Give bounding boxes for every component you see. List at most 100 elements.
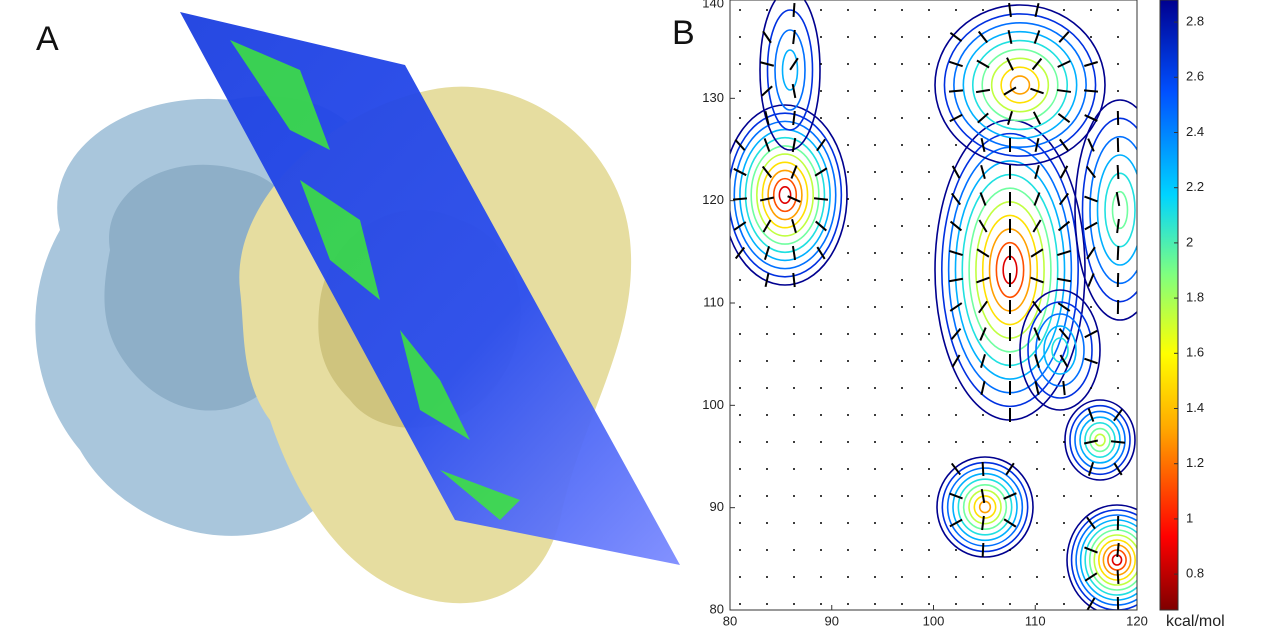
contour-line (1035, 313, 1085, 387)
contour-line (968, 187, 1052, 353)
grid-dot (874, 306, 876, 308)
grid-dot (739, 9, 741, 11)
gradient-arrow (949, 32, 963, 42)
gradient-arrow (732, 197, 748, 201)
grid-dot (955, 576, 957, 578)
grid-dot (928, 414, 930, 416)
contour-line (767, 169, 803, 221)
grid-dot (901, 90, 903, 92)
gradient-arrow (1006, 57, 1014, 71)
colorbar-tick-label: 1.8 (1186, 290, 1204, 305)
grid-dot (874, 225, 876, 227)
grid-dot (874, 198, 876, 200)
grid-dot (847, 225, 849, 227)
gradient-arrow (1086, 597, 1096, 610)
gradient-arrow (1031, 57, 1043, 71)
grid-dot (847, 387, 849, 389)
contour-line (759, 0, 821, 151)
gradient-arrow (1034, 354, 1040, 368)
grid-dot (847, 414, 849, 416)
contour-line (1019, 289, 1101, 411)
contour-line (1094, 433, 1106, 447)
gradient-arrow (816, 138, 826, 152)
grid-dot (820, 279, 822, 281)
gradient-arrow (1003, 492, 1017, 500)
gradient-arrow (791, 137, 797, 153)
gradient-arrow (975, 88, 991, 94)
grid-dot (739, 63, 741, 65)
grid-dot (1009, 576, 1011, 578)
gradient-arrow (1086, 246, 1096, 260)
contour-line (978, 500, 992, 514)
grid-dot (928, 36, 930, 38)
grid-dot (1063, 414, 1065, 416)
gradient-arrow (979, 192, 987, 206)
grid-dot (766, 9, 768, 11)
grid-dot (766, 306, 768, 308)
gradient-arrow (1087, 462, 1095, 476)
gradient-arrow (1058, 192, 1070, 206)
gradient-arrow (813, 197, 829, 201)
grid-dot (1090, 9, 1092, 11)
grid-dot (874, 576, 876, 578)
contour-line (1111, 190, 1129, 230)
gradient-arrow (1058, 31, 1070, 43)
gradient-arrow (791, 245, 797, 261)
gradient-arrow (949, 518, 963, 528)
colorbar-tick-label: 1.4 (1186, 400, 1204, 415)
grid-dot (820, 576, 822, 578)
grid-dot (739, 387, 741, 389)
contour-line (1093, 534, 1137, 586)
contour-line (1089, 427, 1111, 453)
grid-dot (901, 441, 903, 443)
contour-line (766, 9, 814, 131)
grid-dot (739, 117, 741, 119)
gradient-arrow (1085, 165, 1097, 179)
grid-dot (928, 576, 930, 578)
grid-dot (847, 441, 849, 443)
grid-dot (793, 333, 795, 335)
grid-dot (820, 414, 822, 416)
grid-dot (739, 441, 741, 443)
grid-dot (874, 117, 876, 119)
contour-line (1079, 416, 1121, 464)
gradient-arrow (980, 380, 986, 396)
grid-dot (928, 225, 930, 227)
grid-dot (901, 603, 903, 605)
grid-dot (766, 522, 768, 524)
grid-dot (766, 414, 768, 416)
gradient-arrow (980, 354, 986, 368)
grid-dot (739, 90, 741, 92)
grid-dot (847, 198, 849, 200)
grid-dot (874, 387, 876, 389)
grid-dot (955, 441, 957, 443)
contour-line (761, 161, 809, 229)
contour-line (957, 478, 1013, 536)
gradient-arrow (1033, 30, 1041, 44)
grid-dot (928, 495, 930, 497)
gradient-arrow (1005, 462, 1015, 476)
panel-label: A (36, 20, 59, 58)
grid-dot (820, 522, 822, 524)
grid-dot (820, 306, 822, 308)
contour-line (1081, 117, 1137, 303)
grid-dot (874, 360, 876, 362)
gradient-arrow (1033, 327, 1041, 341)
colorbar-tick-label: 0.8 (1186, 566, 1204, 581)
grid-dot (874, 144, 876, 146)
grid-dot (793, 468, 795, 470)
gradient-arrow (761, 165, 773, 179)
gradient-arrow (1030, 276, 1044, 284)
gradient-arrow (1084, 221, 1098, 231)
gradient-arrow (949, 302, 963, 312)
gradient-arrow (1115, 191, 1121, 207)
grid-dot (766, 468, 768, 470)
contour-line (1084, 422, 1116, 458)
grid-dot (955, 603, 957, 605)
gradient-arrow (1087, 408, 1095, 422)
grid-dot (793, 522, 795, 524)
grid-dot (820, 9, 822, 11)
grid-dot (739, 603, 741, 605)
contour-line (778, 186, 792, 204)
grid-dot (901, 279, 903, 281)
